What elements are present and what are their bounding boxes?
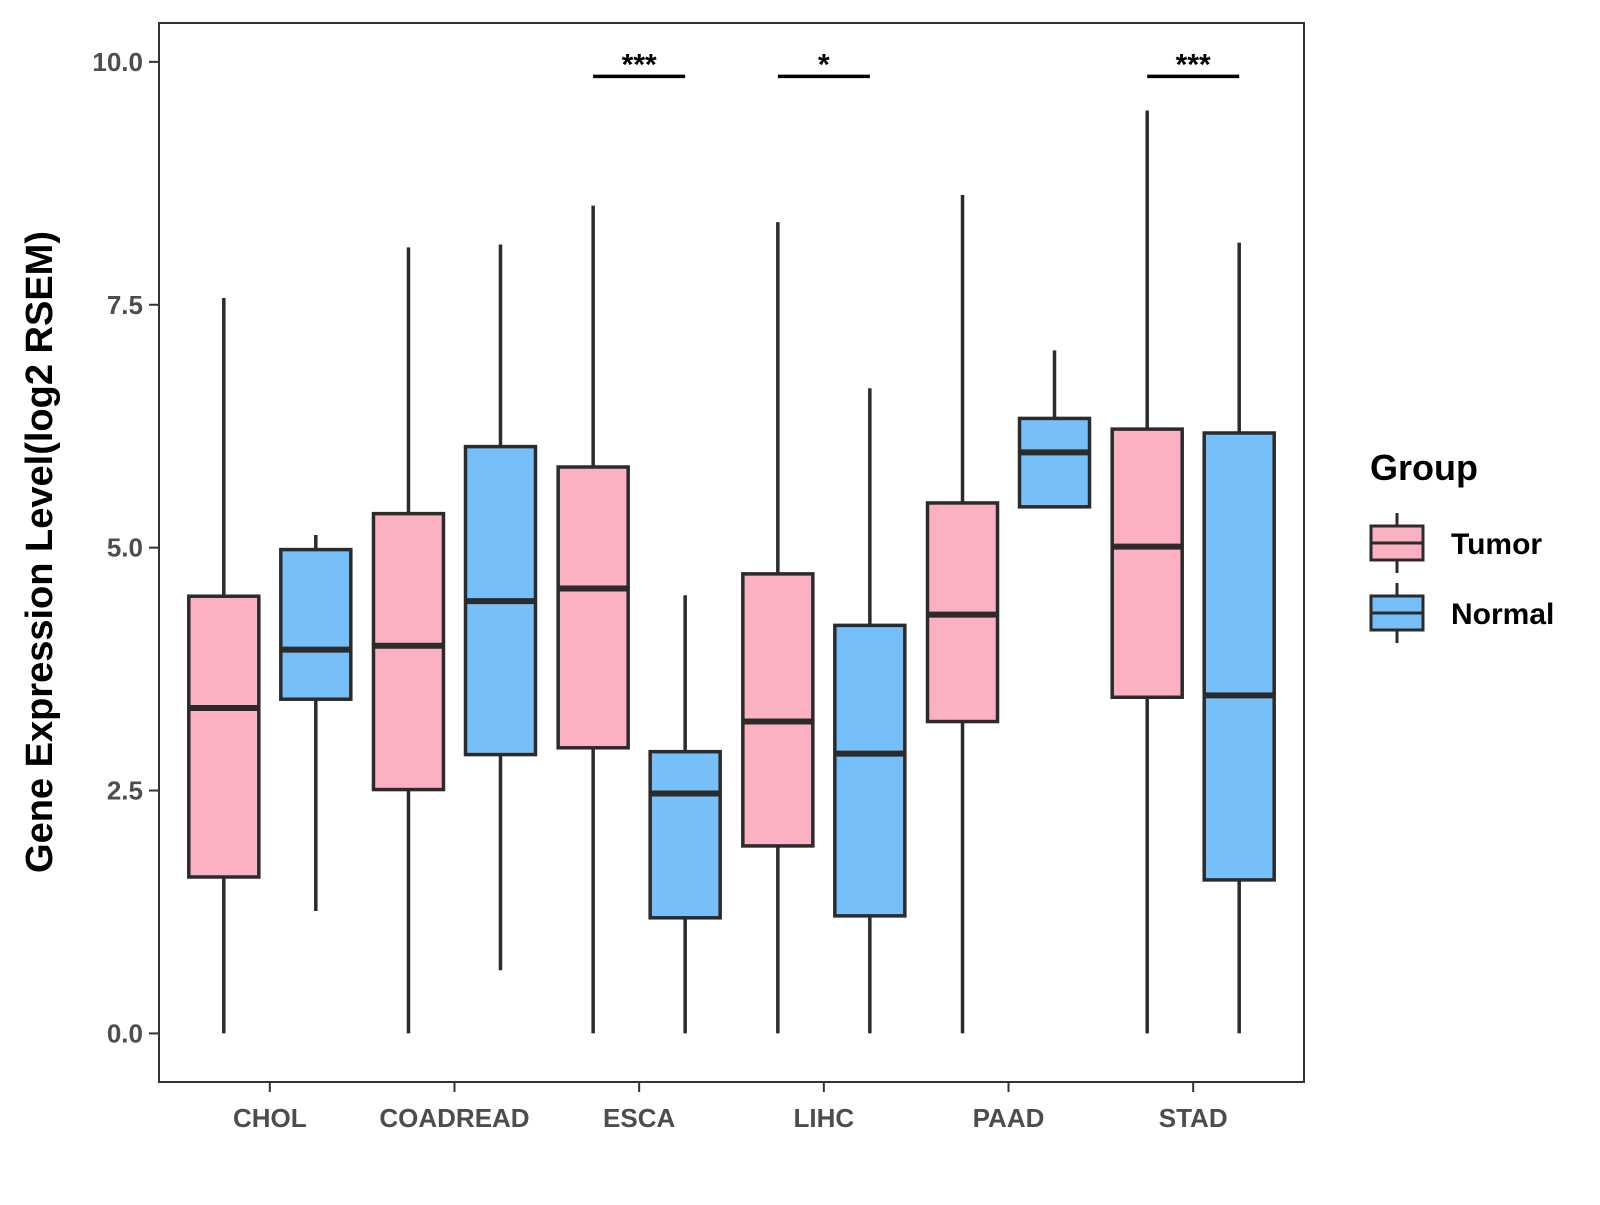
y-tick-label: 10.0 [92, 47, 143, 77]
box-normal-chol [279, 535, 353, 912]
legend: Group Tumor Normal [1369, 447, 1554, 643]
box-tumor-lihc [741, 222, 815, 1034]
x-tick-label-stad: STAD [1159, 1103, 1228, 1133]
box-body [833, 623, 907, 918]
box-body [556, 465, 630, 750]
plot-panel-border [158, 22, 1305, 1083]
box-body [741, 572, 815, 848]
box-body [279, 547, 353, 701]
x-tick-label-coadread: COADREAD [379, 1103, 529, 1133]
significance-label-stad: *** [1176, 48, 1211, 81]
box-body [371, 511, 446, 792]
box-tumor-chol [187, 297, 261, 1034]
x-tick-label-esca: ESCA [603, 1103, 675, 1133]
y-axis-title: Gene Expression Level(log2 RSEM) [19, 231, 61, 873]
y-tick-label: 0.0 [107, 1018, 143, 1048]
box-normal-paad [1017, 350, 1092, 509]
box-normal-stad [1202, 242, 1276, 1034]
legend-label-normal: Normal [1451, 598, 1554, 631]
significance-label-esca: *** [622, 48, 657, 81]
legend-entry-normal: Normal [1369, 583, 1554, 643]
box-normal-lihc [833, 388, 907, 1034]
box-body [648, 749, 722, 920]
box-tumor-stad [1110, 110, 1184, 1034]
x-tick-label-paad: PAAD [973, 1103, 1045, 1133]
y-tick-label: 2.5 [107, 776, 143, 806]
box-layer: *** * *** [187, 48, 1276, 1034]
box-normal-esca [648, 595, 722, 1034]
box-tumor-coadread [371, 247, 446, 1034]
box-tumor-paad [925, 194, 1000, 1034]
box-normal-coadread [463, 244, 538, 971]
y-tick-label: 5.0 [107, 533, 143, 563]
box-body [1110, 427, 1184, 700]
box-body [1202, 431, 1276, 882]
axes-layer: 0.0 2.5 5.0 7.5 10.0 CHOL COADREAD ESCA LIHC PAAD… [92, 47, 1227, 1133]
x-tick-label-chol: CHOL [233, 1103, 307, 1133]
box-body [187, 594, 261, 879]
legend-entry-tumor: Tumor [1369, 513, 1542, 573]
legend-label-tumor: Tumor [1451, 528, 1542, 561]
box-body [1017, 416, 1092, 509]
significance-label-lihc: * [818, 48, 830, 81]
box-tumor-esca [556, 205, 630, 1034]
legend-title: Group [1370, 447, 1478, 488]
x-tick-label-lihc: LIHC [794, 1103, 855, 1133]
y-tick-label: 7.5 [107, 290, 143, 320]
